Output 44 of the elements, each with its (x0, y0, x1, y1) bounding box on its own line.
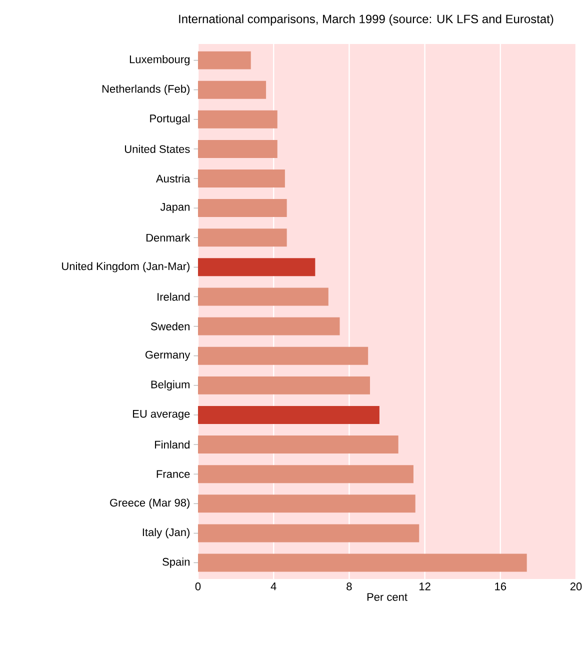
y-tick-label: Greece (Mar 98) (110, 498, 190, 509)
y-tick-label: Belgium (151, 380, 190, 391)
bar (198, 140, 278, 158)
bar (198, 110, 278, 128)
y-tick-label: Netherlands (Feb) (102, 84, 190, 95)
bar (198, 465, 414, 484)
chart-title: International comparisons, March 1999 (source: UK LFS and Eurostat) (179, 14, 554, 26)
x-axis-title: Per cent (367, 593, 408, 601)
x-tick-label: 16 (495, 582, 506, 590)
y-tick-label: Spain (162, 558, 190, 568)
bar (198, 376, 370, 394)
y-tick-label: Luxembourg (130, 55, 190, 66)
bar (198, 406, 380, 424)
y-tick-label: Austria (156, 174, 190, 183)
x-tick-label: 12 (420, 582, 430, 590)
bar (198, 524, 420, 542)
bar (198, 170, 285, 188)
bar (198, 346, 368, 365)
y-tick-label: Sweden (150, 322, 190, 330)
y-tick-label: United Kingdom (Jan-Mar) (62, 262, 190, 272)
x-tick-label: 4 (270, 582, 276, 590)
bar (198, 80, 266, 99)
y-tick-label: United States (125, 144, 190, 153)
y-tick-label: Finland (155, 440, 190, 449)
bar (198, 317, 340, 336)
y-tick-label: Portugal (150, 114, 190, 124)
x-tick-label: 0 (195, 582, 201, 590)
x-tick-label: 20 (570, 582, 582, 590)
bar (198, 494, 416, 513)
bar (198, 228, 287, 247)
bar (198, 199, 287, 218)
y-tick-label: EU average (133, 410, 190, 420)
y-tick-label: Denmark (146, 234, 190, 242)
bar (198, 288, 328, 306)
y-tick-label: Germany (146, 350, 190, 361)
x-tick-label: 8 (346, 582, 352, 590)
bar (198, 436, 398, 454)
bar (198, 51, 251, 70)
bar (198, 258, 316, 276)
y-tick-label: Japan (160, 203, 190, 213)
bar (198, 554, 527, 572)
y-tick-label: Italy (Jan) (142, 528, 190, 538)
y-tick-label: Ireland (158, 292, 190, 301)
y-tick-label: France (156, 470, 190, 478)
